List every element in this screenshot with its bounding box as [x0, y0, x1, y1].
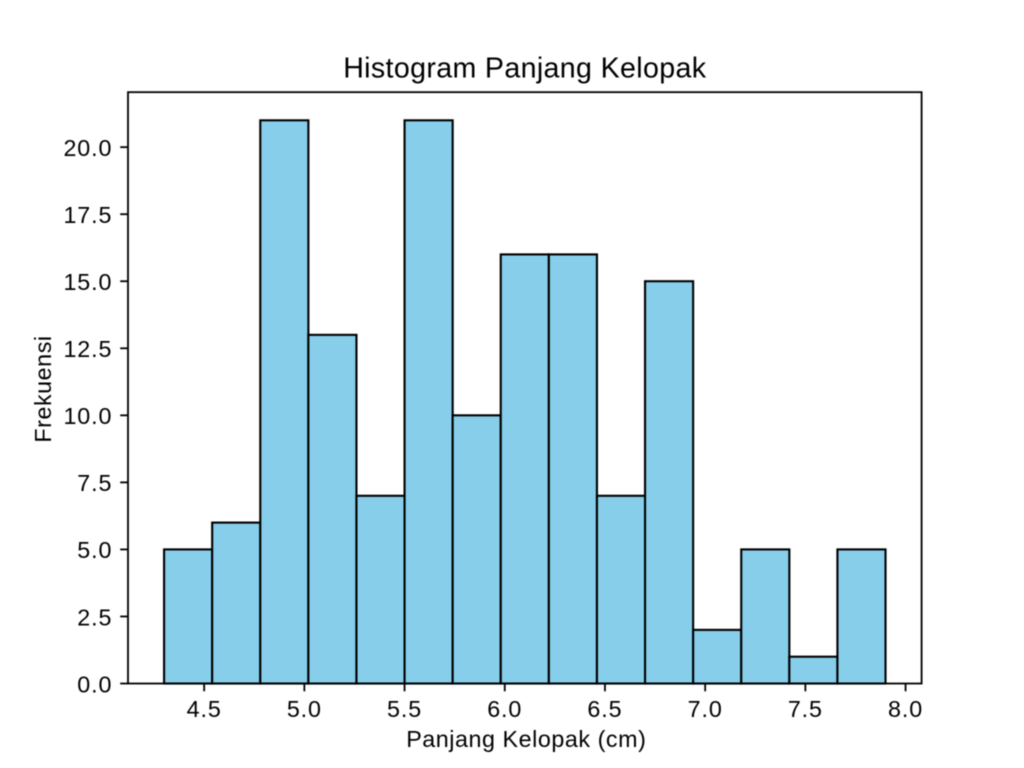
svg-text:10.0: 10.0: [63, 403, 112, 429]
svg-text:8.0: 8.0: [888, 696, 923, 722]
svg-text:Frekuensi: Frekuensi: [30, 335, 56, 442]
svg-text:15.0: 15.0: [63, 269, 112, 295]
svg-text:7.5: 7.5: [788, 696, 823, 722]
svg-text:17.5: 17.5: [63, 202, 112, 228]
svg-text:7.5: 7.5: [77, 470, 112, 496]
svg-text:0.0: 0.0: [77, 671, 112, 697]
svg-text:2.5: 2.5: [77, 604, 112, 630]
svg-text:12.5: 12.5: [63, 336, 112, 362]
svg-text:6.0: 6.0: [487, 696, 522, 722]
svg-text:5.0: 5.0: [287, 696, 322, 722]
svg-text:5.0: 5.0: [77, 537, 112, 563]
svg-text:5.5: 5.5: [387, 696, 422, 722]
svg-text:Histogram Panjang Kelopak: Histogram Panjang Kelopak: [343, 53, 707, 85]
svg-text:4.5: 4.5: [187, 696, 222, 722]
svg-text:Panjang Kelopak (cm): Panjang Kelopak (cm): [406, 726, 646, 752]
svg-text:20.0: 20.0: [63, 135, 112, 161]
svg-text:7.0: 7.0: [688, 696, 723, 722]
svg-text:6.5: 6.5: [587, 696, 622, 722]
